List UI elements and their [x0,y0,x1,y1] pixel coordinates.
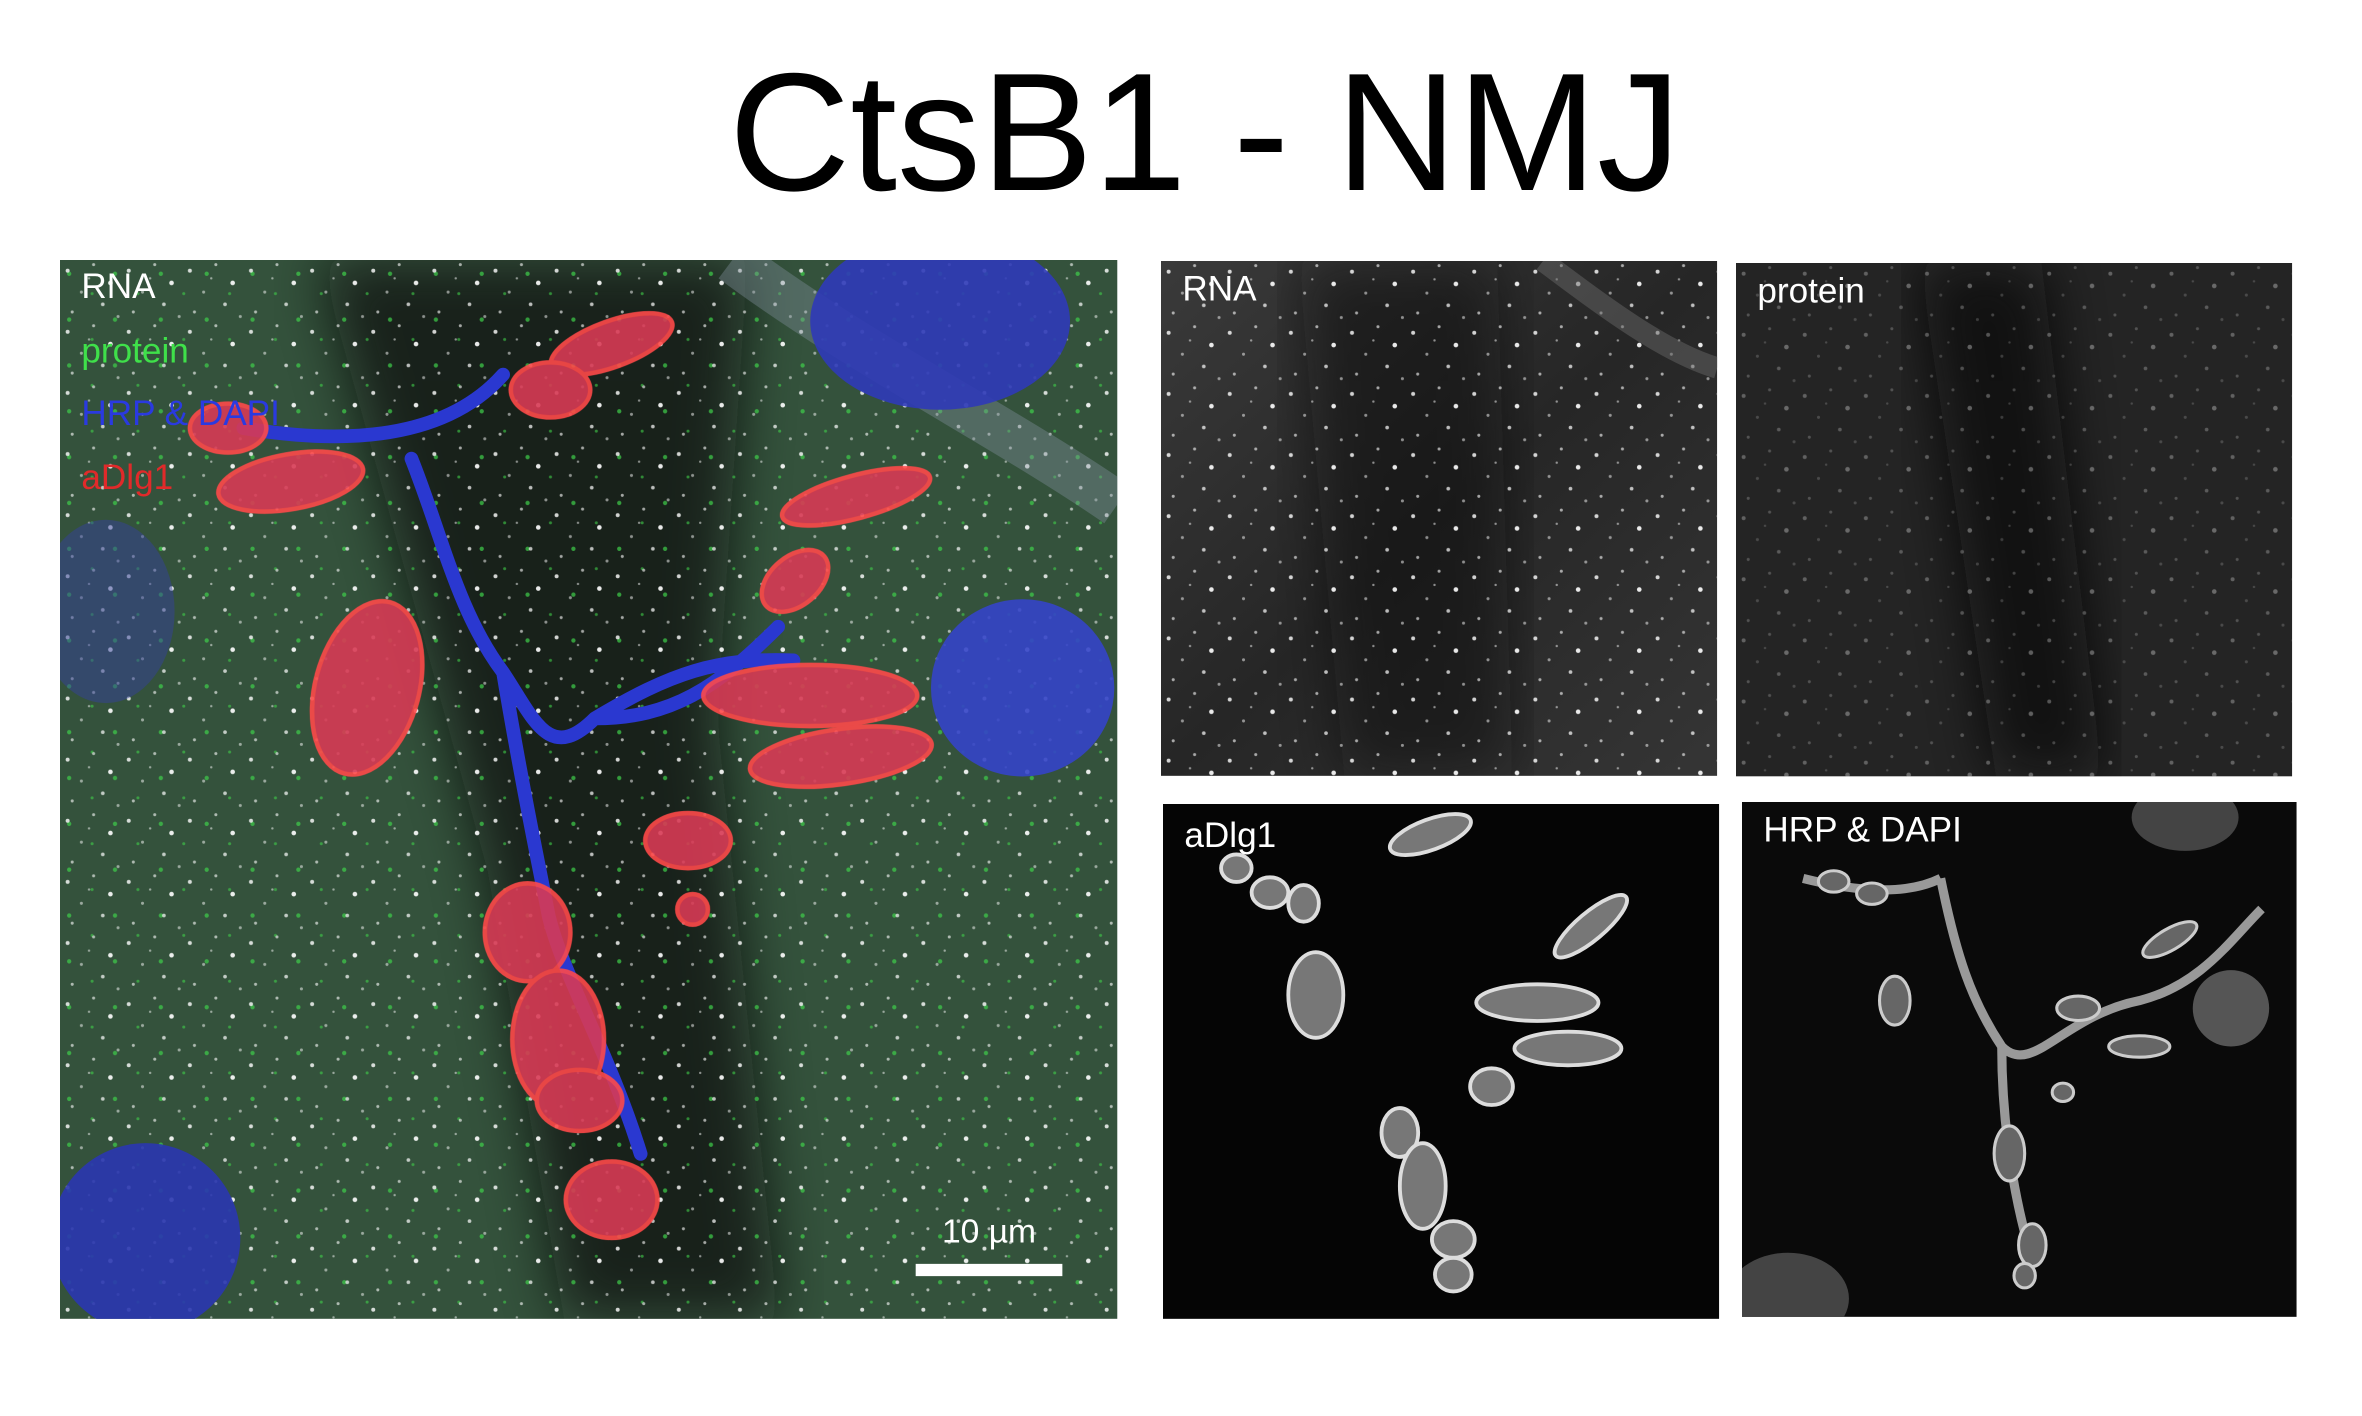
panel-label: aDlg1 [1184,816,1276,855]
panel-label: RNA [1182,270,1257,309]
hrp-dapi-image: HRP & DAPI [1742,802,2297,1317]
adlg1-panel: aDlg1 [1163,804,1720,1319]
scale-bar-label: 10 µm [942,1214,1036,1251]
channel-label: HRP & DAPI [81,394,279,433]
panel-label: protein [1757,272,1864,311]
title: CtsB1 - NMJ [729,38,1681,226]
merged-image: 10 µm RNA protein HRP & DAPI aDlg1 [60,260,1118,1319]
channel-label: protein [81,331,188,370]
rna-panel: RNA [1161,261,1718,776]
panel-label: HRP & DAPI [1763,811,1961,850]
protein-panel: protein [1736,263,2293,777]
channel-label: RNA [81,267,156,306]
protein-image: protein [1736,263,2293,777]
merged-panel: 10 µm RNA protein HRP & DAPI aDlg1 [60,260,1118,1319]
channel-label: aDlg1 [81,458,173,497]
rna-image: RNA [1161,261,1718,776]
hrp-dapi-panel: HRP & DAPI [1742,802,2297,1317]
adlg1-image: aDlg1 [1163,804,1720,1319]
